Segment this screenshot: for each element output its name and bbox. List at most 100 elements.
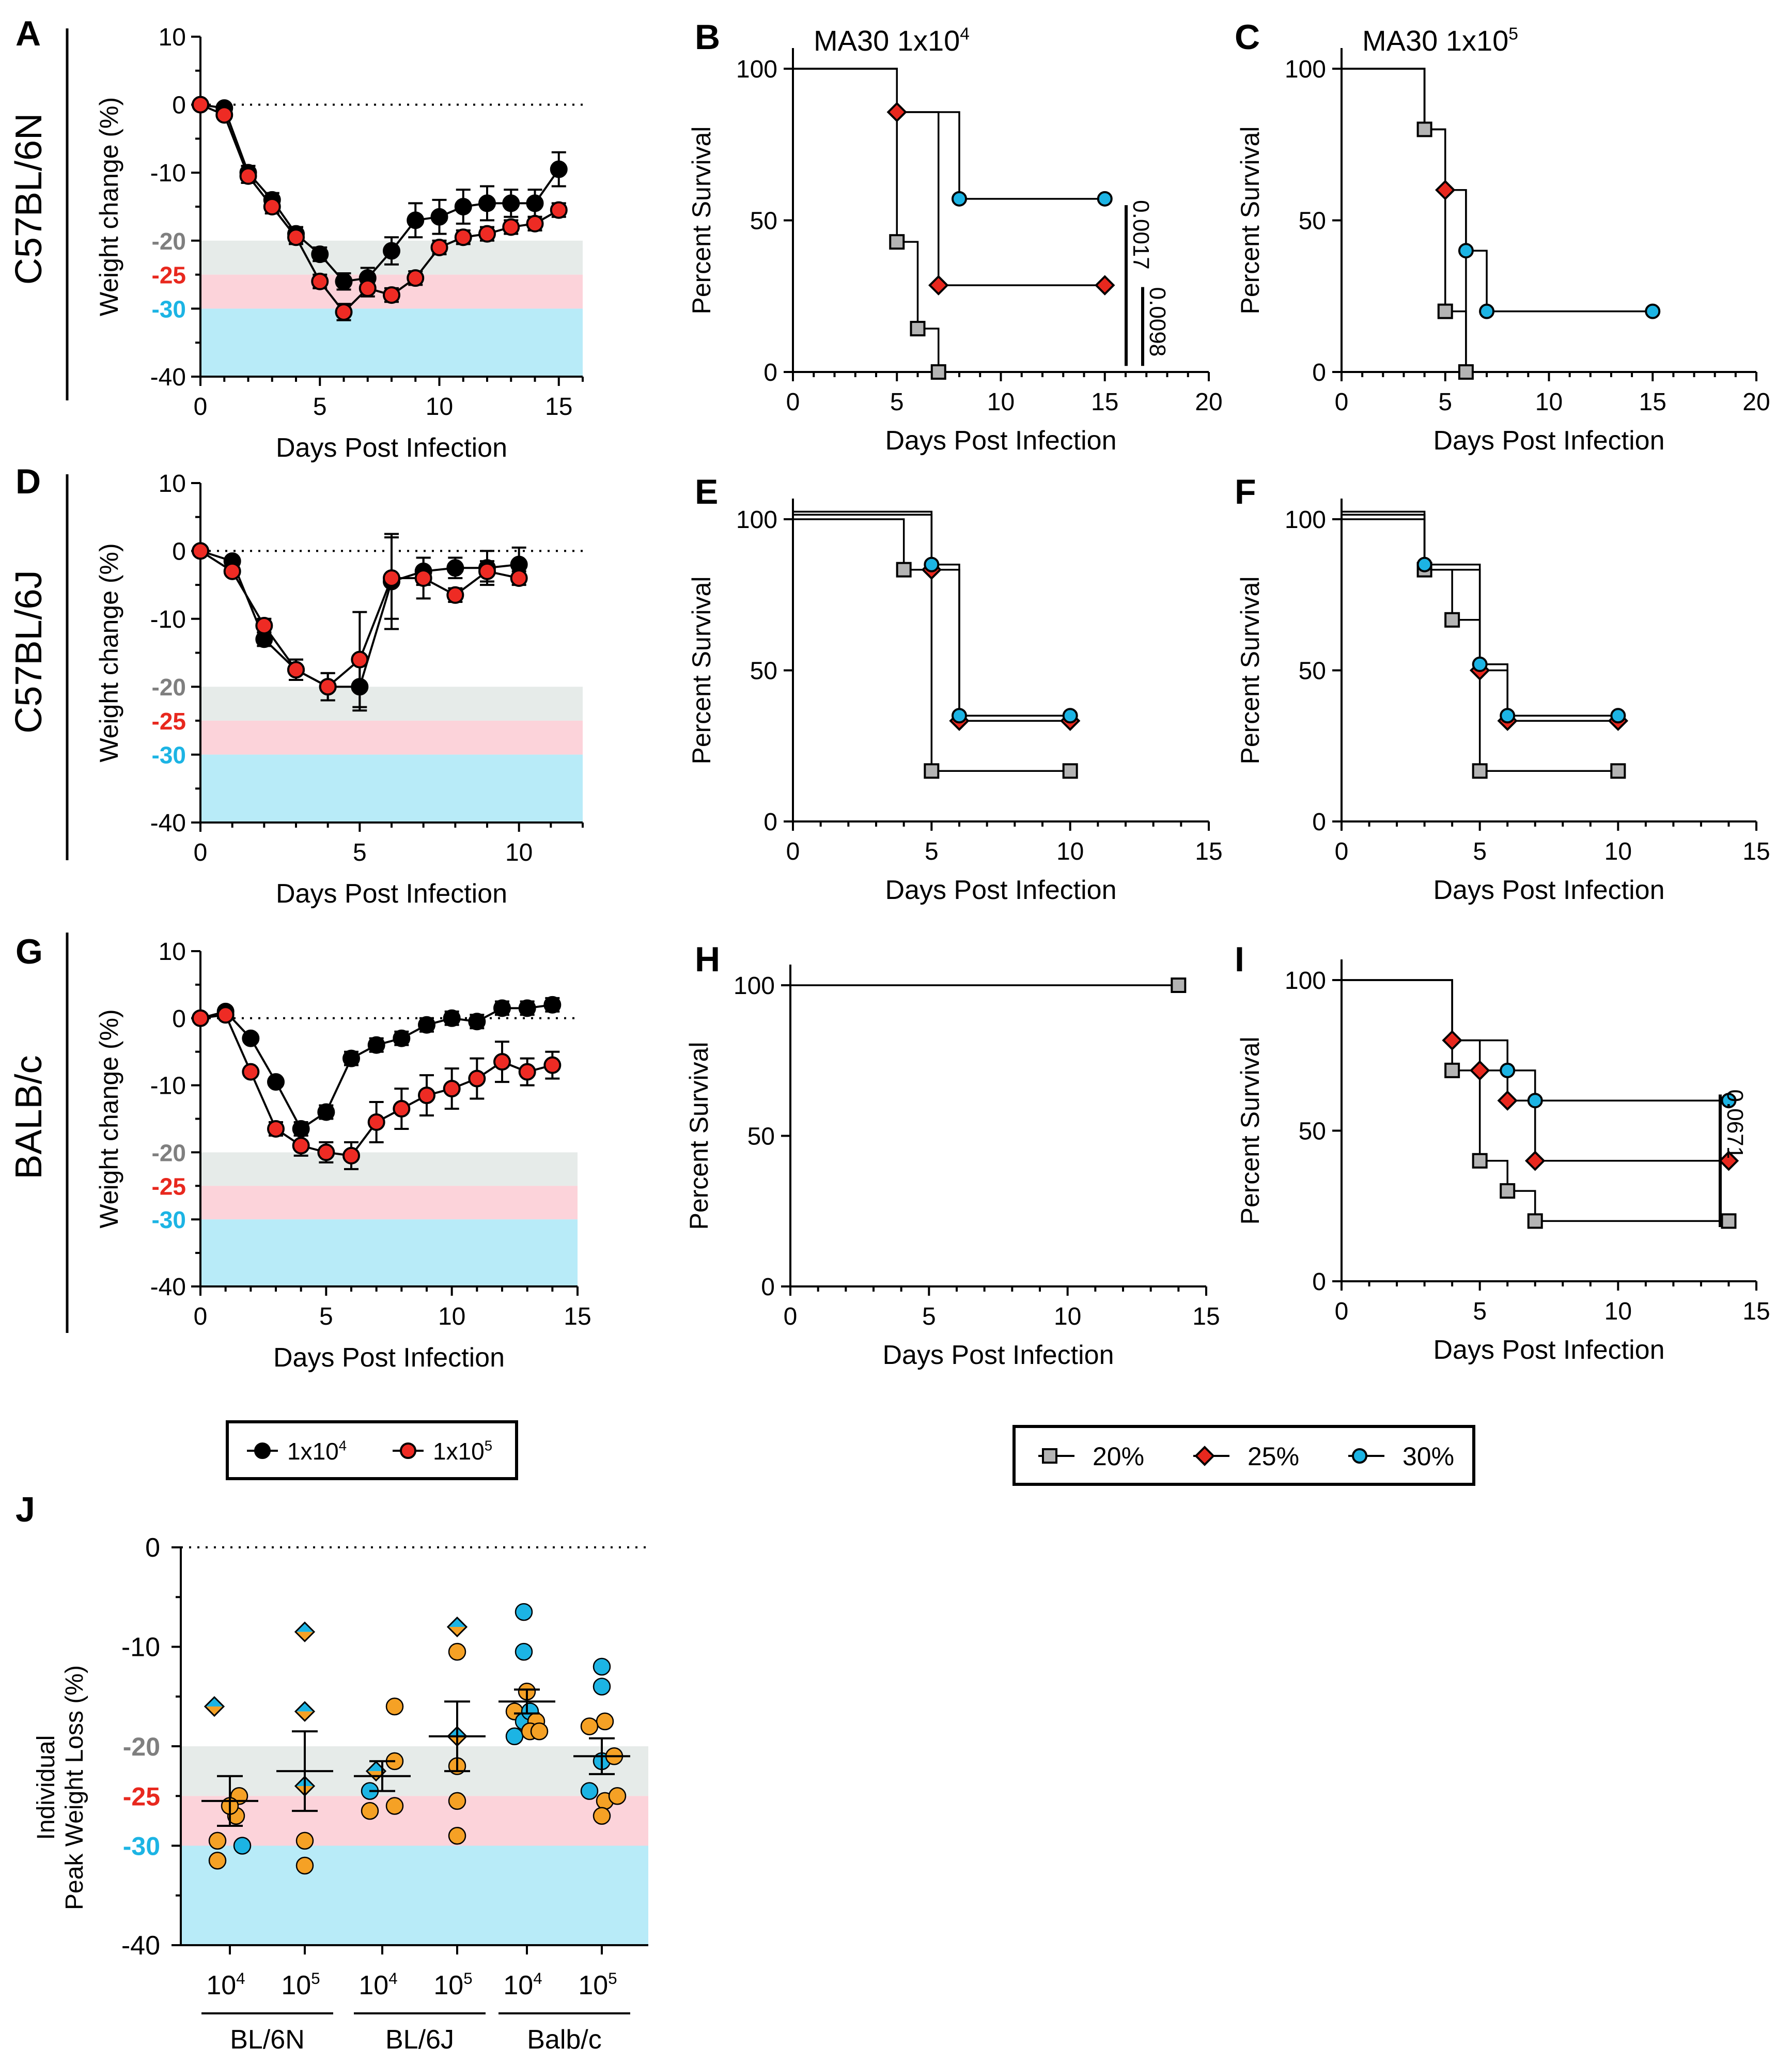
point-circle <box>361 1802 379 1820</box>
strain-label: C57BL/6J <box>8 570 50 733</box>
x-tick-label: 0 <box>194 393 208 421</box>
y-tick-label: 0 <box>763 809 777 836</box>
x-tick-label: 15 <box>1742 1298 1770 1325</box>
x-tick-label: 20 <box>1195 389 1222 416</box>
x-tick-label: 0 <box>1335 389 1349 416</box>
point-circle <box>208 1852 227 1870</box>
survival-marker <box>924 763 940 779</box>
data-point <box>543 1056 562 1074</box>
survival-step-line <box>1342 68 1653 313</box>
y-tick-label: 50 <box>747 1123 775 1151</box>
threshold-band <box>181 1746 648 1796</box>
survival-marker <box>1527 1093 1543 1109</box>
y-axis-label: Percent Survival <box>687 576 716 764</box>
survival-marker <box>1444 612 1460 628</box>
data-point <box>239 167 257 185</box>
survival-step-line <box>793 68 1105 286</box>
data-point <box>351 650 369 669</box>
threshold-label: -25 <box>152 1173 186 1200</box>
legend-marker <box>254 1442 271 1459</box>
threshold-label: -30 <box>152 1206 186 1233</box>
x-tick-label: 10 <box>426 393 453 421</box>
y-tick-label: 50 <box>1299 208 1326 235</box>
threshold-label: -30 <box>152 742 186 769</box>
y-tick-label: 100 <box>1285 56 1326 83</box>
point-circle <box>295 1832 314 1850</box>
panel-subtitle: MA30 1x104 <box>814 24 970 57</box>
data-point <box>242 1029 260 1047</box>
panel-i: 0 50 100 0 5 10 15 Days Post Infection Percent S… <box>1235 940 1770 1365</box>
data-point <box>267 1073 285 1091</box>
data-point <box>367 1113 385 1131</box>
data-point <box>317 1143 335 1161</box>
y-tick-label: -10 <box>150 1073 186 1100</box>
data-point <box>216 1006 235 1024</box>
threshold-label: -25 <box>152 708 186 735</box>
point-circle <box>385 1797 404 1815</box>
legend-label: 30% <box>1403 1442 1454 1471</box>
x-axis-label: Days Post Infection <box>883 1340 1114 1370</box>
y-tick-label: 100 <box>1285 967 1326 995</box>
y-tick-label: 0 <box>172 1005 186 1033</box>
panel-letter: I <box>1235 940 1244 979</box>
threshold-label: -20 <box>152 674 186 701</box>
threshold-label: -30 <box>123 1832 160 1861</box>
legends-layer: 1x104 1x105 20% 25% 30% <box>226 1420 1475 1486</box>
data-point <box>430 238 448 256</box>
survival-marker <box>1500 1062 1516 1078</box>
point-circle <box>580 1782 599 1800</box>
x-tick-label: 105 <box>281 1969 320 2000</box>
x-tick-label: 10 <box>1604 838 1632 865</box>
panel-b: 0 50 100 0 5 10 15 20 Days Post Infection Percent… <box>687 18 1223 456</box>
group-label: Balb/c <box>527 2025 602 2055</box>
data-point <box>407 211 425 229</box>
y-tick-label: -40 <box>121 1931 160 1961</box>
y-tick-label: 100 <box>734 972 775 1000</box>
point-diamond-bottom <box>295 1632 314 1641</box>
data-point <box>192 1009 209 1027</box>
y-axis-label: Percent Survival <box>1236 1036 1265 1224</box>
y-tick-label: 0 <box>761 1274 775 1301</box>
y-tick-label: -10 <box>150 160 186 187</box>
data-point <box>493 1053 511 1071</box>
pvalue-label: 0.0098 <box>1145 287 1170 357</box>
x-axis-label: Days Post Infection <box>885 426 1117 456</box>
row-labels-layer: C57BL/6N C57BL/6J BALB/c <box>8 28 69 1333</box>
point-diamond <box>294 1621 316 1642</box>
threshold-band <box>181 1796 648 1846</box>
x-tick-label: 15 <box>1195 838 1222 865</box>
survival-marker <box>1171 977 1187 993</box>
data-point <box>311 245 329 263</box>
panel-j: 0 -10 -40 -20 -25 -30 Individual Peak Weight Lo… <box>15 1490 648 2055</box>
point-diamond-top <box>448 1618 466 1627</box>
x-tick-label: 10 <box>1054 1303 1081 1330</box>
data-point <box>407 269 425 287</box>
data-point <box>454 198 472 215</box>
survival-marker <box>1497 1090 1518 1111</box>
threshold-label: -30 <box>152 296 186 322</box>
survival-step-line <box>793 518 1070 772</box>
y-tick-label: 50 <box>750 658 777 685</box>
y-tick-label: 0 <box>763 359 777 386</box>
y-tick-label: 0 <box>172 538 186 565</box>
data-point <box>550 160 568 178</box>
panel-a: 10 0 -10 -40 -20 -25 -30 0 5 10 15 Days Post Infect… <box>15 14 584 463</box>
survival-marker <box>930 364 946 380</box>
y-tick-label: -10 <box>150 606 186 633</box>
point-circle <box>448 1827 466 1845</box>
survival-marker <box>1062 763 1078 779</box>
x-tick-label: 15 <box>545 393 572 421</box>
survival-marker <box>1444 1062 1460 1078</box>
data-point <box>292 1120 310 1138</box>
survival-marker <box>1645 303 1661 319</box>
survival-step-line <box>1342 979 1729 1101</box>
survival-marker <box>952 708 967 724</box>
point-circle <box>515 1603 533 1621</box>
survival-marker <box>1479 303 1495 319</box>
y-axis-label: Percent Survival <box>687 126 716 314</box>
data-point <box>192 96 209 114</box>
panel-letter: A <box>15 14 41 53</box>
data-point <box>287 661 305 679</box>
